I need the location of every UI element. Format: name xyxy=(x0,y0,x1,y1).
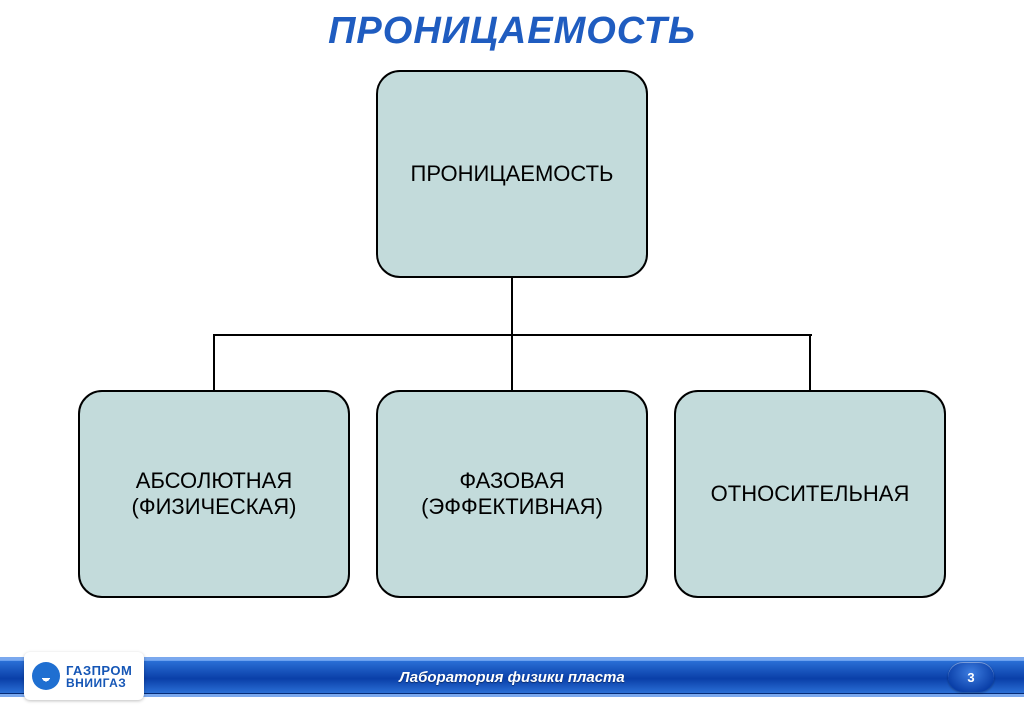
connector-drop xyxy=(213,334,215,390)
brand-logo: ГАЗПРОМ ВНИИГАЗ xyxy=(24,652,144,700)
connector-bus xyxy=(214,334,812,336)
tree-child-node: ОТНОСИТЕЛЬНАЯ xyxy=(674,390,946,598)
footer-rail xyxy=(0,694,1024,697)
slide: ПРОНИЦАЕМОСТЬ ПРОНИЦАЕМОСТЬАБСОЛЮТНАЯ (Ф… xyxy=(0,0,1024,708)
brand-logo-text: ГАЗПРОМ ВНИИГАЗ xyxy=(66,664,132,689)
brand-line-1: ГАЗПРОМ xyxy=(66,664,132,677)
flame-icon xyxy=(32,662,60,690)
footer: Лаборатория физики пласта ГАЗПРОМ ВНИИГА… xyxy=(0,646,1024,708)
connector-drop xyxy=(511,334,513,390)
tree-root-node: ПРОНИЦАЕМОСТЬ xyxy=(376,70,648,278)
tree-child-node: ФАЗОВАЯ (ЭФФЕКТИВНАЯ) xyxy=(376,390,648,598)
tree-child-node: АБСОЛЮТНАЯ (ФИЗИЧЕСКАЯ) xyxy=(78,390,350,598)
connector-root-stem xyxy=(511,278,513,334)
tree-diagram: ПРОНИЦАЕМОСТЬАБСОЛЮТНАЯ (ФИЗИЧЕСКАЯ)ФАЗО… xyxy=(0,70,1024,630)
page-number-badge: 3 xyxy=(948,662,994,692)
connector-drop xyxy=(809,334,811,390)
footer-label: Лаборатория физики пласта xyxy=(0,660,1024,694)
slide-title: ПРОНИЦАЕМОСТЬ xyxy=(0,10,1024,53)
brand-line-2: ВНИИГАЗ xyxy=(66,677,132,689)
